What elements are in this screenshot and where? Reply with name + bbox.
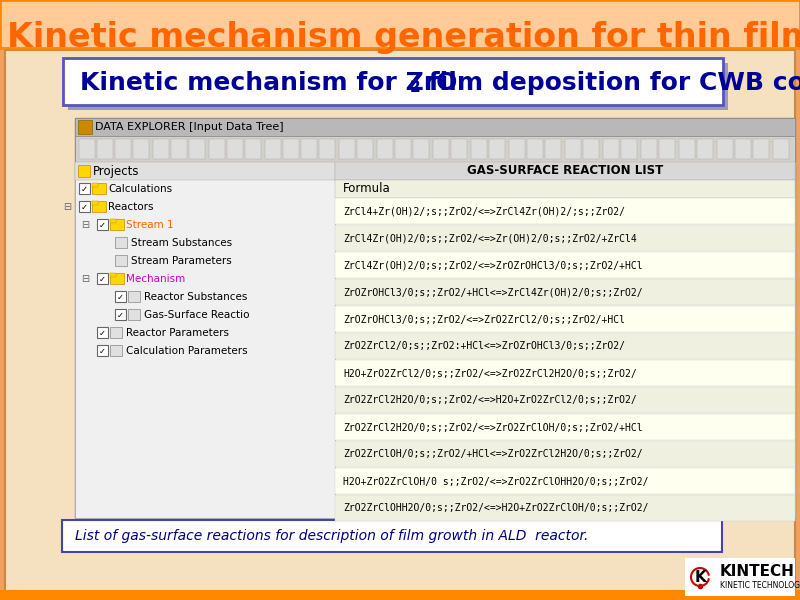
- FancyBboxPatch shape: [128, 309, 140, 320]
- Text: ✓: ✓: [99, 275, 106, 283]
- Text: Kinetic mechanism generation for thin film deposition: Kinetic mechanism generation for thin fi…: [7, 20, 800, 53]
- Text: ZrO2ZrCl2H2O/0;s;;ZrO2/<=>ZrO2ZrClOH/0;s;;ZrO2/+HCl: ZrO2ZrCl2H2O/0;s;;ZrO2/<=>ZrO2ZrClOH/0;s…: [343, 422, 642, 433]
- Text: 2: 2: [410, 79, 421, 94]
- Text: List of gas-surface reactions for description of film growth in ALD  reactor.: List of gas-surface reactions for descri…: [75, 529, 588, 543]
- FancyBboxPatch shape: [357, 139, 373, 159]
- Text: ✓: ✓: [117, 292, 124, 301]
- Text: ✓: ✓: [99, 346, 106, 355]
- Text: ✓: ✓: [81, 185, 88, 193]
- FancyBboxPatch shape: [110, 327, 122, 338]
- Text: Stream Parameters: Stream Parameters: [131, 256, 232, 266]
- FancyBboxPatch shape: [335, 306, 795, 332]
- FancyBboxPatch shape: [153, 139, 169, 159]
- FancyBboxPatch shape: [75, 118, 795, 518]
- FancyBboxPatch shape: [335, 162, 795, 180]
- FancyBboxPatch shape: [115, 255, 127, 266]
- FancyBboxPatch shape: [78, 120, 92, 134]
- FancyBboxPatch shape: [335, 225, 795, 251]
- FancyBboxPatch shape: [227, 139, 243, 159]
- FancyBboxPatch shape: [339, 139, 355, 159]
- FancyBboxPatch shape: [679, 139, 695, 159]
- Text: ZrO2ZrClOH/0;s;;ZrO2/+HCl<=>ZrO2ZrCl2H2O/0;s;;ZrO2/: ZrO2ZrClOH/0;s;;ZrO2/+HCl<=>ZrO2ZrCl2H2O…: [343, 449, 642, 460]
- Text: ZrCl4Zr(OH)2/0;s;;ZrO2/<=>ZrOZrOHCl3/0;s;;ZrO2/+HCl: ZrCl4Zr(OH)2/0;s;;ZrO2/<=>ZrOZrOHCl3/0;s…: [343, 260, 642, 271]
- Text: ✓: ✓: [99, 329, 106, 337]
- Text: Mechanism: Mechanism: [126, 274, 186, 284]
- FancyBboxPatch shape: [685, 558, 795, 596]
- FancyBboxPatch shape: [283, 139, 299, 159]
- FancyBboxPatch shape: [92, 201, 106, 212]
- FancyBboxPatch shape: [189, 139, 205, 159]
- FancyBboxPatch shape: [128, 291, 140, 302]
- FancyBboxPatch shape: [75, 118, 795, 136]
- FancyBboxPatch shape: [335, 180, 795, 198]
- FancyBboxPatch shape: [110, 273, 116, 277]
- FancyBboxPatch shape: [717, 139, 733, 159]
- Text: Kinetic mechanism for ZrO: Kinetic mechanism for ZrO: [80, 71, 458, 95]
- Text: Calculations: Calculations: [108, 184, 172, 194]
- FancyBboxPatch shape: [319, 139, 335, 159]
- Text: ZrOZrOHCl3/0;s;;ZrO2/<=>ZrO2ZrCl2/0;s;;ZrO2/+HCl: ZrOZrOHCl3/0;s;;ZrO2/<=>ZrO2ZrCl2/0;s;;Z…: [343, 314, 625, 325]
- Text: ZrOZrOHCl3/0;s;;ZrO2/+HCl<=>ZrCl4Zr(OH)2/0;s;;ZrO2/: ZrOZrOHCl3/0;s;;ZrO2/+HCl<=>ZrCl4Zr(OH)2…: [343, 287, 642, 298]
- FancyBboxPatch shape: [97, 327, 108, 338]
- FancyBboxPatch shape: [75, 136, 795, 162]
- FancyBboxPatch shape: [621, 139, 637, 159]
- FancyBboxPatch shape: [5, 50, 795, 595]
- FancyBboxPatch shape: [63, 58, 723, 105]
- FancyBboxPatch shape: [545, 139, 561, 159]
- Text: ✓: ✓: [99, 220, 106, 229]
- Text: ZrCl4Zr(OH)2/0;s;;ZrO2/<=>Zr(OH)2/0;s;;ZrO2/+ZrCl4: ZrCl4Zr(OH)2/0;s;;ZrO2/<=>Zr(OH)2/0;s;;Z…: [343, 233, 637, 244]
- FancyBboxPatch shape: [115, 237, 127, 248]
- Text: H2O+ZrO2ZrClOH/0 s;;ZrO2/<=>ZrO2ZrClOHH2O/0;s;;ZrO2/: H2O+ZrO2ZrClOH/0 s;;ZrO2/<=>ZrO2ZrClOHH2…: [343, 476, 649, 487]
- FancyBboxPatch shape: [171, 139, 187, 159]
- Text: Gas-Surface Reactio: Gas-Surface Reactio: [144, 310, 250, 320]
- FancyBboxPatch shape: [335, 333, 795, 359]
- FancyBboxPatch shape: [583, 139, 599, 159]
- FancyBboxPatch shape: [115, 139, 131, 159]
- Text: KINETIC TECHNOLOGIES: KINETIC TECHNOLOGIES: [720, 581, 800, 589]
- FancyBboxPatch shape: [735, 139, 751, 159]
- FancyBboxPatch shape: [209, 139, 225, 159]
- Text: H2O+ZrO2ZrCl2/0;s;;ZrO2/<=>ZrO2ZrCl2H2O/0;s;;ZrO2/: H2O+ZrO2ZrCl2/0;s;;ZrO2/<=>ZrO2ZrCl2H2O/…: [343, 368, 637, 379]
- FancyBboxPatch shape: [110, 219, 116, 223]
- Text: DATA EXPLORER [Input Data Tree]: DATA EXPLORER [Input Data Tree]: [95, 122, 284, 132]
- FancyBboxPatch shape: [79, 183, 90, 194]
- FancyBboxPatch shape: [433, 139, 449, 159]
- Text: Calculation Parameters: Calculation Parameters: [126, 346, 248, 356]
- FancyBboxPatch shape: [413, 139, 429, 159]
- FancyBboxPatch shape: [62, 520, 722, 552]
- FancyBboxPatch shape: [471, 139, 487, 159]
- Text: Stream Substances: Stream Substances: [131, 238, 232, 248]
- FancyBboxPatch shape: [78, 165, 90, 177]
- FancyBboxPatch shape: [245, 139, 261, 159]
- Text: ZrO2ZrClOHH2O/0;s;;ZrO2/<=>H2O+ZrO2ZrClOH/0;s;;ZrO2/: ZrO2ZrClOHH2O/0;s;;ZrO2/<=>H2O+ZrO2ZrClO…: [343, 503, 649, 514]
- FancyBboxPatch shape: [377, 139, 393, 159]
- Text: ⊟: ⊟: [81, 220, 89, 230]
- FancyBboxPatch shape: [0, 0, 800, 48]
- FancyBboxPatch shape: [97, 219, 108, 230]
- FancyBboxPatch shape: [753, 139, 769, 159]
- FancyBboxPatch shape: [97, 273, 108, 284]
- FancyBboxPatch shape: [773, 139, 789, 159]
- Text: Reactor Substances: Reactor Substances: [144, 292, 247, 302]
- Text: ⊟: ⊟: [63, 202, 71, 212]
- Text: K: K: [694, 569, 706, 584]
- FancyBboxPatch shape: [527, 139, 543, 159]
- FancyBboxPatch shape: [335, 162, 795, 518]
- FancyBboxPatch shape: [451, 139, 467, 159]
- Text: ✓: ✓: [117, 311, 124, 319]
- Text: ZrO2ZrCl2H2O/0;s;;ZrO2/<=>H2O+ZrO2ZrCl2/0;s;;ZrO2/: ZrO2ZrCl2H2O/0;s;;ZrO2/<=>H2O+ZrO2ZrCl2/…: [343, 395, 637, 406]
- FancyBboxPatch shape: [110, 345, 122, 356]
- Text: Formula: Formula: [343, 182, 390, 196]
- FancyBboxPatch shape: [115, 309, 126, 320]
- FancyBboxPatch shape: [565, 139, 581, 159]
- Text: Projects: Projects: [93, 164, 139, 178]
- FancyBboxPatch shape: [603, 139, 619, 159]
- Text: film deposition for CWB code: film deposition for CWB code: [420, 71, 800, 95]
- FancyBboxPatch shape: [335, 252, 795, 278]
- FancyBboxPatch shape: [335, 279, 795, 305]
- FancyBboxPatch shape: [335, 441, 795, 467]
- Text: ✓: ✓: [81, 202, 88, 211]
- FancyBboxPatch shape: [335, 495, 795, 521]
- FancyBboxPatch shape: [641, 139, 657, 159]
